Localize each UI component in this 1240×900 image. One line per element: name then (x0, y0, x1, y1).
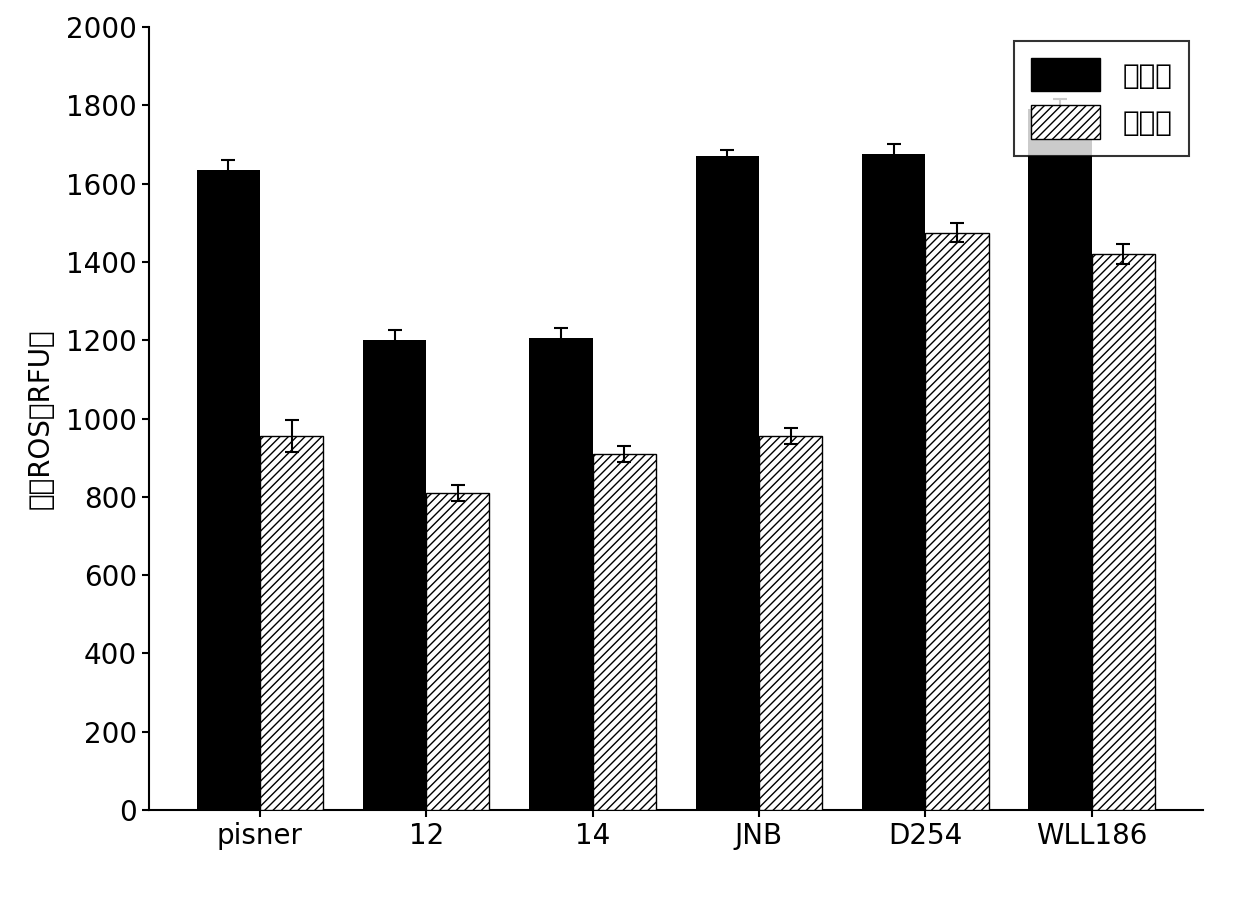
Bar (759, 436, 822, 810)
Bar (363, 340, 427, 810)
Bar (696, 157, 759, 810)
Bar (1028, 109, 1091, 810)
Bar (427, 493, 490, 810)
Bar (529, 338, 593, 810)
Bar (1091, 254, 1154, 810)
Legend: 处理前, 处理后: 处理前, 处理后 (1014, 40, 1189, 156)
Bar (862, 154, 925, 810)
Bar (593, 454, 656, 810)
Bar (197, 170, 260, 810)
Bar (925, 232, 988, 810)
Y-axis label: 胞内ROS（RFU）: 胞内ROS（RFU） (27, 328, 55, 508)
Bar (260, 436, 324, 810)
